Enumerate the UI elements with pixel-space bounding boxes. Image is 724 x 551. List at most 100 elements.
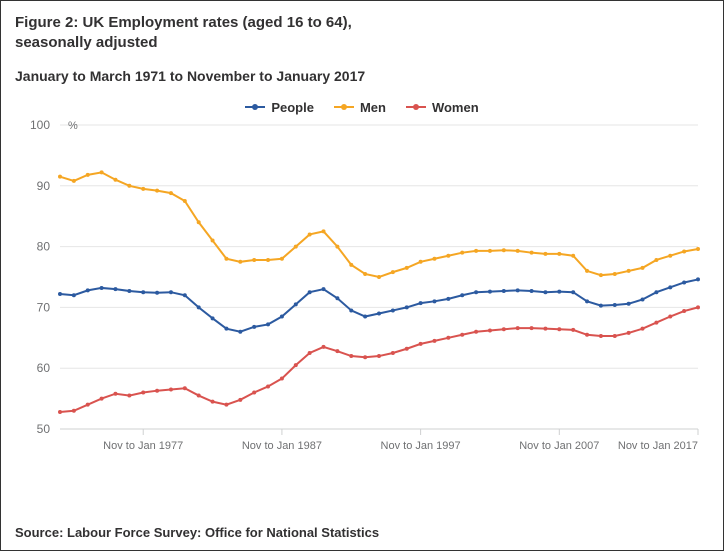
- figure-subtitle: January to March 1971 to November to Jan…: [15, 68, 709, 84]
- series-marker: [280, 256, 284, 260]
- series-marker: [682, 309, 686, 313]
- series-marker: [127, 393, 131, 397]
- legend-item-men: Men: [334, 100, 386, 115]
- series-marker: [377, 311, 381, 315]
- series-marker: [571, 290, 575, 294]
- series-marker: [58, 174, 62, 178]
- series-marker: [571, 327, 575, 331]
- series-marker: [183, 199, 187, 203]
- series-marker: [335, 349, 339, 353]
- series-marker: [294, 302, 298, 306]
- legend-item-people: People: [245, 100, 314, 115]
- series-marker: [363, 314, 367, 318]
- legend-swatch: [245, 101, 265, 113]
- series-marker: [446, 296, 450, 300]
- series-marker: [197, 393, 201, 397]
- series-marker: [585, 332, 589, 336]
- series-marker: [516, 326, 520, 330]
- series-marker: [557, 327, 561, 331]
- series-marker: [183, 386, 187, 390]
- series-marker: [432, 299, 436, 303]
- series-marker: [183, 293, 187, 297]
- series-marker: [599, 273, 603, 277]
- series-marker: [557, 289, 561, 293]
- series-marker: [543, 251, 547, 255]
- series-marker: [696, 305, 700, 309]
- series-marker: [155, 188, 159, 192]
- series-marker: [294, 244, 298, 248]
- series-marker: [557, 251, 561, 255]
- series-marker: [682, 280, 686, 284]
- series-marker: [308, 290, 312, 294]
- series-marker: [613, 333, 617, 337]
- series-marker: [460, 250, 464, 254]
- figure-title-line2: seasonally adjusted: [15, 34, 158, 51]
- series-marker: [627, 301, 631, 305]
- source-text: Source: Labour Force Survey: Office for …: [15, 525, 379, 540]
- series-marker: [460, 293, 464, 297]
- figure-title: Figure 2: UK Employment rates (aged 16 t…: [15, 13, 709, 54]
- series-marker: [100, 170, 104, 174]
- series-marker: [502, 288, 506, 292]
- y-tick-label: 100: [30, 118, 50, 132]
- series-marker: [294, 363, 298, 367]
- series-marker: [391, 308, 395, 312]
- series-marker: [252, 390, 256, 394]
- series-marker: [266, 322, 270, 326]
- series-marker: [419, 301, 423, 305]
- series-marker: [322, 344, 326, 348]
- series-marker: [613, 302, 617, 306]
- series-marker: [474, 329, 478, 333]
- series-marker: [238, 397, 242, 401]
- series-marker: [169, 290, 173, 294]
- series-marker: [211, 399, 215, 403]
- series-marker: [58, 292, 62, 296]
- series-marker: [155, 388, 159, 392]
- series-marker: [349, 308, 353, 312]
- series-marker: [363, 271, 367, 275]
- series-marker: [252, 324, 256, 328]
- series-marker: [641, 265, 645, 269]
- y-tick-label: 60: [37, 361, 51, 375]
- series-marker: [682, 249, 686, 253]
- series-marker: [641, 326, 645, 330]
- series-marker: [419, 341, 423, 345]
- series-marker: [488, 248, 492, 252]
- series-marker: [488, 289, 492, 293]
- series-marker: [141, 186, 145, 190]
- series-marker: [668, 253, 672, 257]
- series-marker: [86, 172, 90, 176]
- legend: PeopleMenWomen: [12, 94, 712, 115]
- series-marker: [530, 288, 534, 292]
- series-marker: [113, 391, 117, 395]
- series-marker: [266, 257, 270, 261]
- series-marker: [322, 287, 326, 291]
- x-tick-label: Nov to Jan 1987: [242, 440, 322, 452]
- series-marker: [668, 314, 672, 318]
- series-marker: [585, 299, 589, 303]
- series-marker: [224, 326, 228, 330]
- series-marker: [211, 238, 215, 242]
- series-marker: [696, 247, 700, 251]
- series-marker: [405, 265, 409, 269]
- legend-swatch: [406, 101, 426, 113]
- series-marker: [113, 177, 117, 181]
- series-marker: [141, 290, 145, 294]
- series-marker: [474, 248, 478, 252]
- series-marker: [169, 387, 173, 391]
- series-marker: [224, 402, 228, 406]
- series-line-men: [60, 172, 698, 277]
- series-marker: [308, 351, 312, 355]
- series-marker: [460, 332, 464, 336]
- series-marker: [349, 354, 353, 358]
- series-marker: [599, 333, 603, 337]
- series-marker: [58, 409, 62, 413]
- line-chart: 5060708090100%Nov to Jan 1977Nov to Jan …: [12, 115, 712, 465]
- chart-area: PeopleMenWomen 5060708090100%Nov to Jan …: [12, 94, 712, 474]
- series-line-women: [60, 307, 698, 412]
- series-marker: [155, 290, 159, 294]
- series-marker: [502, 248, 506, 252]
- y-unit-label: %: [68, 120, 78, 132]
- series-marker: [654, 290, 658, 294]
- y-tick-label: 90: [37, 178, 51, 192]
